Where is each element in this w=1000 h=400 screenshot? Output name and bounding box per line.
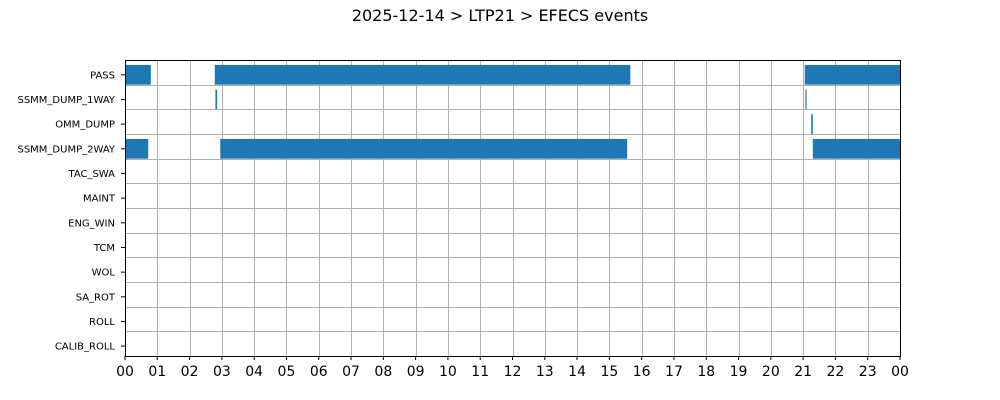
event-bar-ssmm-dump-1way xyxy=(805,89,807,110)
x-axis: 00 01 02 03 04 05 06 07 08 09 10 11 12 13 14 15 16 17 18 19… xyxy=(116,356,909,380)
x-tick-label: 00 xyxy=(116,364,134,380)
bars-layer xyxy=(125,64,900,159)
x-tick-label: 00 xyxy=(891,364,909,380)
x-tick-label: 05 xyxy=(278,364,296,380)
x-tick-label: 09 xyxy=(407,364,425,380)
x-tick-label: 16 xyxy=(633,364,651,380)
y-tick-label: MAINT xyxy=(83,194,116,205)
x-tick-label: 06 xyxy=(310,364,328,380)
chart-title: 2025-12-14 > LTP21 > EFECS events xyxy=(351,6,649,25)
x-tick-label: 23 xyxy=(859,364,877,380)
x-tick-label: 08 xyxy=(374,364,392,380)
x-tick-label: 03 xyxy=(213,364,231,380)
x-tick-label: 04 xyxy=(245,364,263,380)
event-bar-pass xyxy=(804,64,900,85)
x-tick-label: 07 xyxy=(342,364,360,380)
y-tick-label: ENG_WIN xyxy=(68,218,115,229)
x-tick-label: 10 xyxy=(439,364,457,380)
y-tick-label: CALIB_ROLL xyxy=(55,342,116,353)
x-tick-label: 13 xyxy=(536,364,554,380)
y-tick-label: SSMM_DUMP_1WAY xyxy=(17,95,115,106)
y-tick-label: TAC_SWA xyxy=(67,169,115,180)
x-tick-label: 01 xyxy=(148,364,166,380)
event-bar-ssmm-dump-2way xyxy=(125,138,149,159)
event-bar-pass xyxy=(125,64,151,85)
y-axis: PASS SSMM_DUMP_1WAY OMM_DUMP SSMM_DUMP_2WAY… xyxy=(17,70,125,353)
y-tick-label: SA_ROT xyxy=(76,292,116,303)
x-tick-label: 11 xyxy=(471,364,489,380)
event-bar-ssmm-dump-1way xyxy=(215,89,218,110)
y-tick-label: OMM_DUMP xyxy=(55,120,115,131)
event-bar-pass xyxy=(214,64,631,85)
y-tick-label: WOL xyxy=(92,268,116,279)
event-bar-ssmm-dump-2way xyxy=(812,138,900,159)
y-tick-label: SSMM_DUMP_2WAY xyxy=(17,144,115,155)
x-tick-label: 18 xyxy=(697,364,715,380)
x-tick-label: 21 xyxy=(794,364,812,380)
x-tick-label: 17 xyxy=(665,364,683,380)
x-tick-label: 19 xyxy=(730,364,748,380)
x-tick-label: 20 xyxy=(762,364,780,380)
x-tick-label: 02 xyxy=(181,364,199,380)
event-bar-omm-dump xyxy=(811,114,813,134)
event-bar-ssmm-dump-2way xyxy=(220,138,628,159)
x-tick-label: 12 xyxy=(504,364,522,380)
x-tick-label: 15 xyxy=(600,364,618,380)
x-tick-label: 14 xyxy=(568,364,586,380)
y-tick-label: PASS xyxy=(90,70,115,81)
grid-layer xyxy=(125,60,900,356)
x-tick-label: 22 xyxy=(827,364,845,380)
y-tick-label: ROLL xyxy=(89,317,115,328)
y-tick-label: TCM xyxy=(93,243,115,254)
